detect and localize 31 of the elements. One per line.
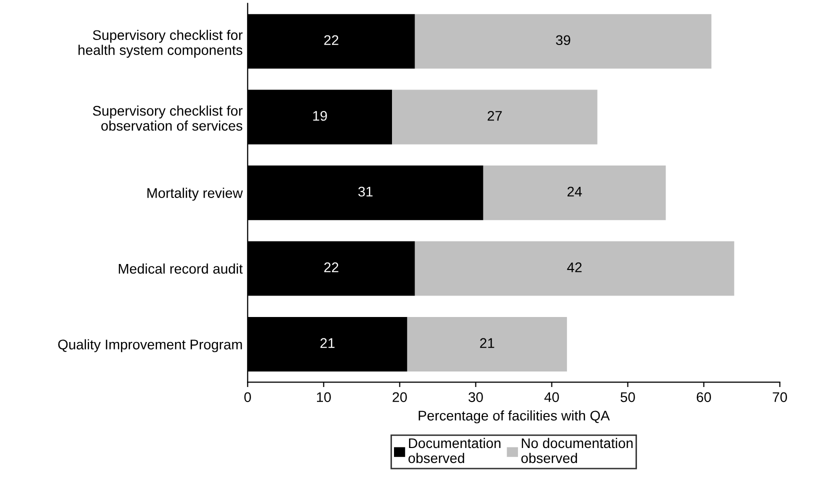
data-label: 27 [488,110,502,121]
y-tick-label: Mortality review [147,188,243,201]
x-tick-label: 70 [772,392,787,402]
x-tick-label: 30 [468,392,483,402]
y-tick-label: Supervisory checklist for observation of services [92,106,243,131]
data-label: 19 [313,110,327,121]
data-label: 31 [358,186,373,197]
data-label: 21 [480,338,494,348]
legend-label: No documentation observed [521,438,633,464]
data-label: 22 [324,262,338,272]
data-label: 39 [556,35,570,46]
x-tick-label: 0 [244,392,251,402]
bar [414,14,712,69]
x-tick-label: 10 [317,392,331,402]
x-tick-label: 20 [392,392,407,402]
bar [483,166,666,220]
data-label: 22 [324,35,338,45]
x-tick-label: 40 [544,392,559,402]
bar [414,241,734,296]
y-tick-label: Medical record audit [118,264,243,274]
y-tick-label: Quality Improvement Program [58,339,242,352]
y-tick-label: Supervisory checklist for health system components [78,30,243,58]
bar [407,317,567,372]
data-label: 42 [567,262,582,272]
bar [392,90,598,144]
x-axis-title: Percentage of facilities with QA [418,410,610,424]
data-label: 24 [568,186,582,196]
x-tick-label: 60 [696,392,711,402]
x-tick-label: 50 [620,392,635,402]
data-label: 21 [320,338,335,348]
legend-label: Documentation observed [408,438,500,464]
